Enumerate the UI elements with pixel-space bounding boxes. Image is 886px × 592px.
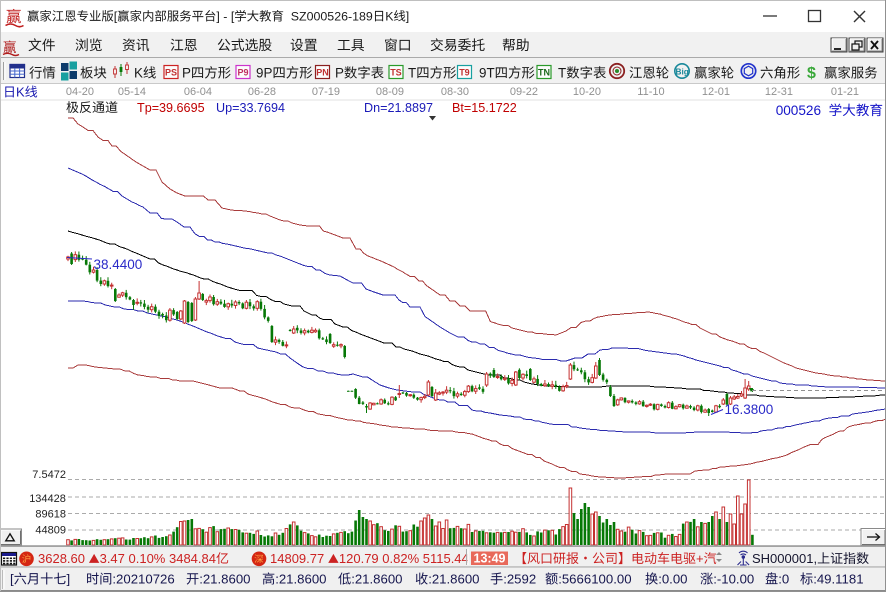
svg-text::21.8600: :21.8600 bbox=[428, 572, 479, 587]
svg-text:08-30: 08-30 bbox=[441, 86, 469, 98]
svg-text:Big: Big bbox=[676, 67, 689, 77]
svg-text::-10.00: :-10.00 bbox=[713, 572, 754, 587]
svg-text:]: ] bbox=[67, 572, 71, 587]
svg-text:16.3800: 16.3800 bbox=[725, 402, 774, 417]
svg-text:08-09: 08-09 bbox=[376, 86, 404, 98]
svg-text:06-04: 06-04 bbox=[184, 86, 212, 98]
svg-text::21.8600: :21.8600 bbox=[275, 572, 326, 587]
svg-text:07-19: 07-19 bbox=[312, 86, 340, 98]
svg-text::21.8600: :21.8600 bbox=[199, 572, 250, 587]
svg-text:]: ] bbox=[406, 10, 409, 24]
svg-text:PN: PN bbox=[316, 68, 329, 78]
svg-text::20210726: :20210726 bbox=[112, 572, 174, 587]
svg-text:05-14: 05-14 bbox=[118, 86, 146, 98]
svg-text:T9: T9 bbox=[459, 68, 470, 78]
svg-text:Tp=39.6695: Tp=39.6695 bbox=[137, 101, 205, 115]
svg-text:T: T bbox=[558, 66, 566, 81]
svg-text::0.00: :0.00 bbox=[658, 572, 687, 587]
svg-text:Dn=21.8897: Dn=21.8897 bbox=[364, 101, 433, 115]
svg-text:T: T bbox=[408, 66, 416, 81]
svg-text:01-21: 01-21 bbox=[831, 86, 859, 98]
svg-text:P: P bbox=[335, 66, 344, 81]
svg-text:$: $ bbox=[807, 65, 816, 82]
svg-text:TN: TN bbox=[538, 68, 550, 78]
svg-text:P: P bbox=[182, 66, 191, 81]
svg-text:K: K bbox=[16, 85, 25, 100]
svg-text:3628.60: 3628.60 bbox=[38, 551, 85, 566]
svg-text:P9: P9 bbox=[238, 68, 249, 78]
svg-text:SH000001,: SH000001, bbox=[752, 551, 817, 566]
svg-text:134428: 134428 bbox=[29, 493, 66, 505]
svg-text:04-20: 04-20 bbox=[66, 86, 94, 98]
svg-text:38.4400: 38.4400 bbox=[94, 257, 143, 272]
svg-text:+: + bbox=[696, 551, 704, 566]
svg-text::5666100.00: :5666100.00 bbox=[558, 572, 631, 587]
svg-text:09-22: 09-22 bbox=[510, 86, 538, 98]
svg-text:120.79 0.82% 5115.44: 120.79 0.82% 5115.44 bbox=[339, 551, 469, 566]
svg-text:89618: 89618 bbox=[35, 509, 66, 521]
svg-text:44809: 44809 bbox=[35, 525, 66, 537]
svg-text:12-31: 12-31 bbox=[765, 86, 793, 98]
svg-text:[: [ bbox=[10, 572, 14, 587]
svg-text:] - [: ] - [ bbox=[216, 10, 234, 24]
svg-text:10-20: 10-20 bbox=[573, 86, 601, 98]
svg-text::49.1181: :49.1181 bbox=[813, 572, 863, 587]
svg-text:Up=33.7694: Up=33.7694 bbox=[216, 101, 285, 115]
svg-text::21.8600: :21.8600 bbox=[351, 572, 402, 587]
svg-text:3.47 0.10% 3484.84: 3.47 0.10% 3484.84 bbox=[100, 551, 216, 566]
svg-text:11-10: 11-10 bbox=[637, 86, 664, 98]
svg-text:9T: 9T bbox=[479, 66, 495, 81]
svg-text:12-01: 12-01 bbox=[702, 86, 730, 98]
svg-text:7.5472: 7.5472 bbox=[32, 469, 66, 481]
svg-text:14809.77: 14809.77 bbox=[270, 551, 324, 566]
svg-text:13:49: 13:49 bbox=[474, 552, 506, 566]
svg-text:[: [ bbox=[114, 10, 118, 24]
svg-text::2592: :2592 bbox=[503, 572, 536, 587]
svg-text:SZ000526-189: SZ000526-189 bbox=[291, 10, 373, 24]
svg-text:06-28: 06-28 bbox=[248, 86, 276, 98]
svg-text::0: :0 bbox=[778, 572, 789, 587]
svg-text:000526: 000526 bbox=[776, 103, 821, 118]
svg-text:K: K bbox=[134, 66, 143, 81]
svg-text:K: K bbox=[385, 10, 394, 24]
svg-text:PS: PS bbox=[165, 68, 177, 78]
svg-text:Bt=15.1722: Bt=15.1722 bbox=[452, 101, 517, 115]
svg-text:9P: 9P bbox=[256, 66, 272, 81]
svg-text:TS: TS bbox=[390, 68, 402, 78]
